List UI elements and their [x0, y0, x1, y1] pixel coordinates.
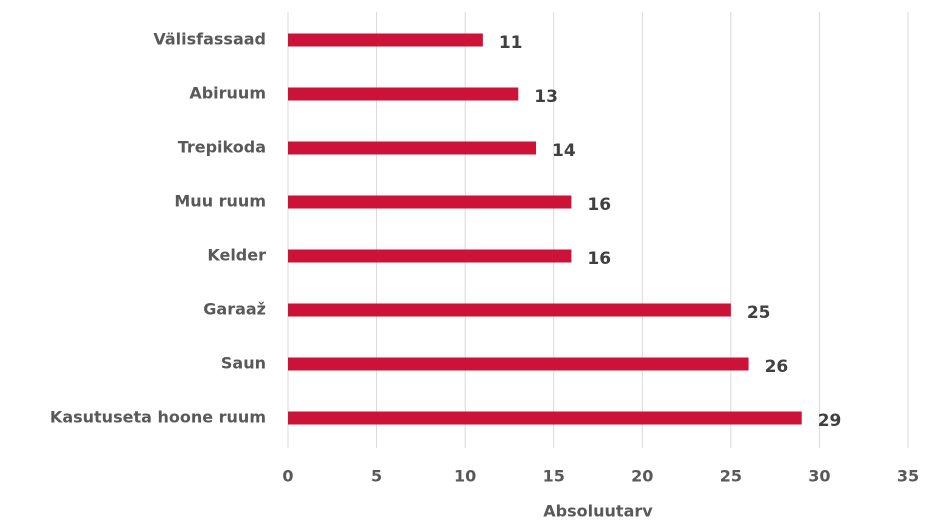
x-tick-label: 10: [454, 467, 476, 486]
data-label: 13: [534, 87, 558, 107]
y-tick-label: Kasutuseta hoone ruum: [50, 408, 266, 427]
bar: [288, 195, 572, 209]
bar: [288, 87, 519, 101]
x-tick-label: 25: [720, 467, 742, 486]
x-tick-label: 5: [371, 467, 382, 486]
y-tick-label: Abiruum: [189, 84, 266, 103]
data-label: 29: [818, 411, 842, 431]
x-tick-label: 20: [631, 467, 653, 486]
data-label: 14: [552, 141, 576, 161]
x-axis-title: Absoluutarv: [543, 502, 653, 521]
data-label: 16: [587, 249, 611, 269]
x-tick-label: 35: [897, 467, 919, 486]
x-tick-label: 30: [808, 467, 830, 486]
data-label: 26: [765, 357, 789, 377]
x-tick-label: 15: [543, 467, 565, 486]
y-tick-label: Saun: [221, 354, 266, 373]
bar: [288, 141, 536, 155]
y-tick-label: Välisfassaad: [153, 30, 266, 49]
bar: [288, 249, 572, 263]
bar: [288, 303, 731, 317]
bar: [288, 411, 802, 425]
data-label: 16: [587, 195, 611, 215]
data-label: 25: [747, 303, 771, 323]
bar: [288, 33, 483, 47]
bar: [288, 357, 749, 371]
x-tick-label: 0: [282, 467, 293, 486]
y-tick-label: Muu ruum: [174, 192, 266, 211]
data-label: 11: [499, 33, 523, 53]
y-tick-label: Trepikoda: [178, 138, 266, 157]
y-tick-label: Kelder: [207, 246, 266, 265]
y-tick-label: Garaaž: [203, 300, 266, 319]
